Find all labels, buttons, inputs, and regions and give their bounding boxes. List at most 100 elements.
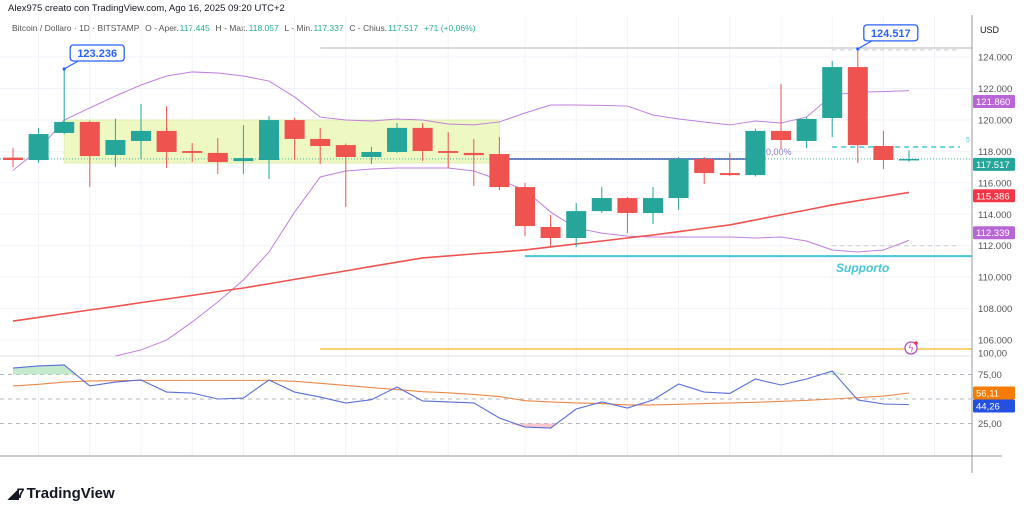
moving-average-line	[12, 191, 910, 322]
candle-body	[28, 134, 49, 160]
tradingview-logo: ◢7 TradingView	[8, 485, 115, 502]
alert-lightning-icon	[904, 341, 918, 355]
candle-body	[591, 198, 612, 212]
candle-body	[131, 130, 151, 141]
candle-body	[438, 151, 459, 153]
bollinger-upper-line	[12, 71, 910, 171]
candle-body	[412, 127, 433, 152]
candle-body	[3, 157, 23, 160]
rsi-line	[12, 364, 910, 429]
price-tick-label: 114.000	[978, 210, 1012, 221]
open-value: 117.445	[179, 23, 210, 33]
price-badge	[973, 157, 1015, 171]
price-tick-label: 112.000	[978, 241, 1012, 252]
fib-label: 0,00%	[766, 147, 792, 157]
candle-body	[540, 226, 561, 238]
rsi-badge-label: 56,11	[976, 389, 999, 400]
price-badge-label: 117.517	[976, 160, 1010, 171]
price-badge-label: 112.339	[976, 228, 1010, 239]
rsi-tick-label: 75,00	[978, 370, 1002, 381]
price-tick-label: 106.000	[978, 336, 1012, 347]
candle-body	[694, 159, 715, 174]
rsi-badge-label: 44,26	[976, 402, 1000, 413]
candle-body	[873, 146, 894, 160]
rsi-badge	[973, 386, 1015, 400]
price-callout-box	[863, 24, 919, 42]
lightning-glyph: ϟ	[908, 345, 914, 355]
rsi-ma-line	[12, 379, 910, 406]
candle-body	[847, 67, 868, 146]
symbol-label[interactable]: Bitcoin / Dollaro · 1D · BITSTAMP	[12, 23, 140, 33]
price-tick-label: 122.000	[978, 84, 1012, 95]
rsi-oversold-fill	[507, 423, 559, 429]
candle-body	[105, 140, 126, 155]
price-callout-label: 124.517	[871, 28, 911, 40]
callout-pointer	[63, 60, 79, 70]
change-value: +71 (+0,06%)	[423, 23, 476, 33]
price-tick-label: 118.000	[978, 147, 1012, 158]
price-badge-label: 121.860	[976, 97, 1010, 108]
candle-body	[54, 121, 75, 133]
candle-body	[156, 130, 177, 152]
close-value: 117.517	[388, 23, 419, 33]
price-tick-label: 116.000	[978, 178, 1012, 189]
candle-body	[489, 154, 510, 188]
price-badge-label: 115.386	[976, 191, 1010, 202]
rsi-overbought-fill	[13, 364, 77, 375]
price-tick-label: 120.000	[978, 115, 1012, 126]
candle-body	[387, 127, 407, 152]
low-value: 117.337	[313, 23, 344, 33]
low-label: L - Min.	[284, 23, 313, 33]
candle-body	[207, 152, 228, 163]
ohlc-legend: Bitcoin / Dollaro · 1D · BITSTAMP O - Ap…	[12, 23, 477, 33]
candle-body	[745, 130, 766, 176]
support-label: Supporto	[836, 261, 889, 275]
tradingview-logo-icon: ◢7	[8, 485, 25, 501]
high-value: 118.057	[248, 23, 279, 33]
candle-body	[463, 152, 484, 156]
high-label: H - Max.	[215, 23, 248, 33]
close-label: C - Chius.	[349, 23, 388, 33]
candle-body	[899, 158, 919, 161]
logo-text: TradingView	[26, 485, 115, 502]
callout-pointer	[857, 40, 873, 50]
rsi-tick-label: 25,00	[978, 419, 1002, 430]
bollinger-lower-line	[115, 167, 910, 357]
price-callout-label: 123.236	[77, 48, 117, 60]
candle-body	[643, 198, 663, 213]
price-tick-label: 124.000	[978, 53, 1012, 64]
candle-body	[617, 198, 638, 213]
candle-body	[361, 151, 382, 158]
chart-credit: Alex975 creato con TradingView.com, Ago …	[8, 3, 285, 14]
price-badge	[973, 189, 1015, 203]
candle-body	[310, 138, 331, 147]
candle-body	[335, 145, 356, 158]
currency-label: USD	[980, 25, 1000, 35]
price-callout-box	[69, 44, 125, 62]
candle-body	[284, 120, 305, 139]
callout-dot	[856, 47, 860, 51]
price-tick-label: 110.000	[978, 273, 1012, 284]
price-tick-label: 108.000	[978, 304, 1012, 315]
rsi-badge	[973, 399, 1015, 413]
price-badge	[973, 94, 1015, 108]
candle-body	[566, 211, 587, 238]
candle-body	[515, 187, 535, 227]
dashed-level-tag: 5	[966, 137, 970, 144]
callout-dot	[62, 67, 66, 71]
candle-body	[182, 151, 203, 153]
candle-body	[233, 158, 254, 162]
range-zone	[63, 119, 500, 164]
alert-dot	[914, 341, 918, 345]
candle-body	[79, 121, 100, 157]
candle-body	[719, 173, 740, 176]
rsi-tick-label: 100,00	[978, 349, 1007, 360]
price-axis-bg	[972, 0, 1024, 514]
candle-body	[822, 67, 843, 119]
open-label: O - Aper.	[145, 23, 179, 33]
candle-body	[771, 130, 791, 141]
price-badge	[973, 226, 1015, 240]
candle-body	[668, 159, 689, 199]
candle-body	[259, 120, 279, 160]
